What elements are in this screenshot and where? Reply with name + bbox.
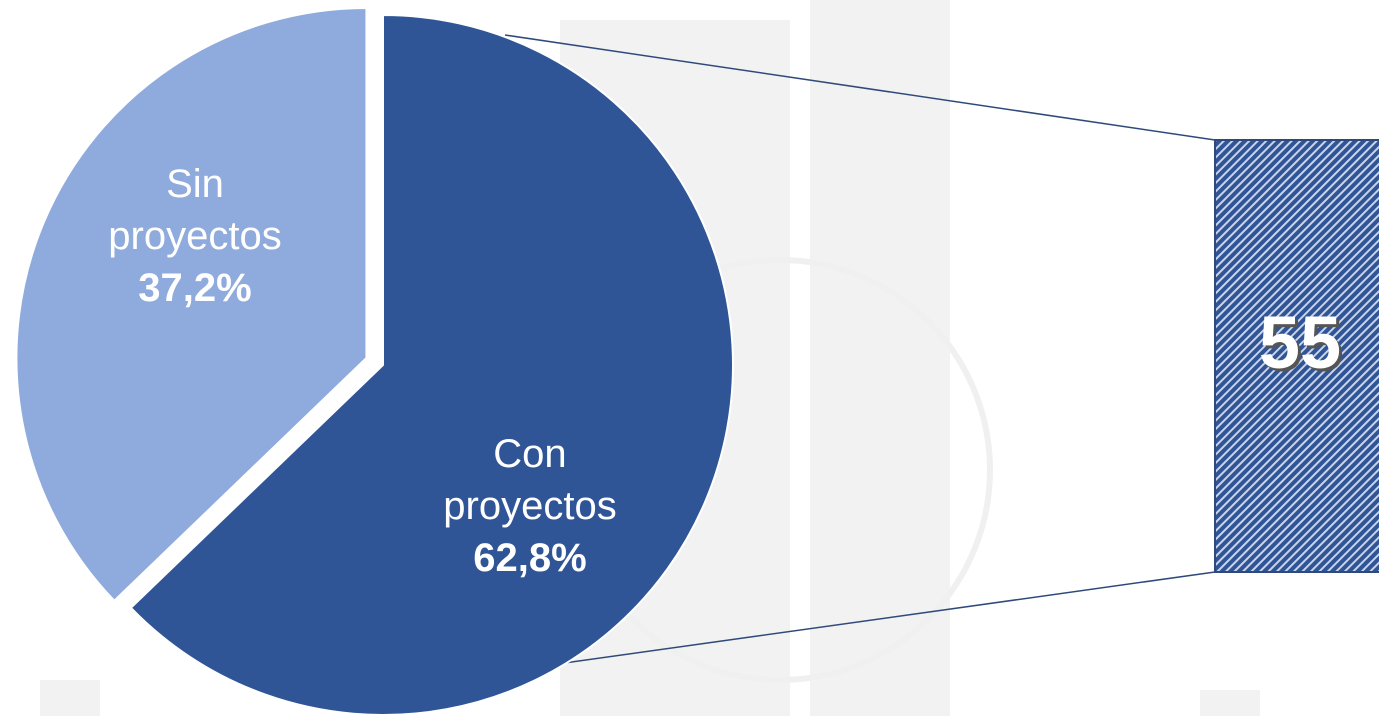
pie-slice	[129, 13, 734, 716]
detail-value: 55	[1258, 301, 1342, 384]
slice-label: Con proyectos 62,8%	[420, 428, 640, 584]
category-label: Sin proyectos	[108, 162, 282, 258]
pie-slice	[15, 6, 368, 603]
value-label: 37,2%	[138, 266, 252, 310]
slice-label: Sin proyectos 37,2%	[85, 158, 305, 314]
detail-box	[1214, 139, 1379, 573]
value-label: 62,8%	[473, 536, 587, 580]
connectors	[504, 34, 1216, 666]
category-label: Con proyectos	[443, 432, 617, 528]
